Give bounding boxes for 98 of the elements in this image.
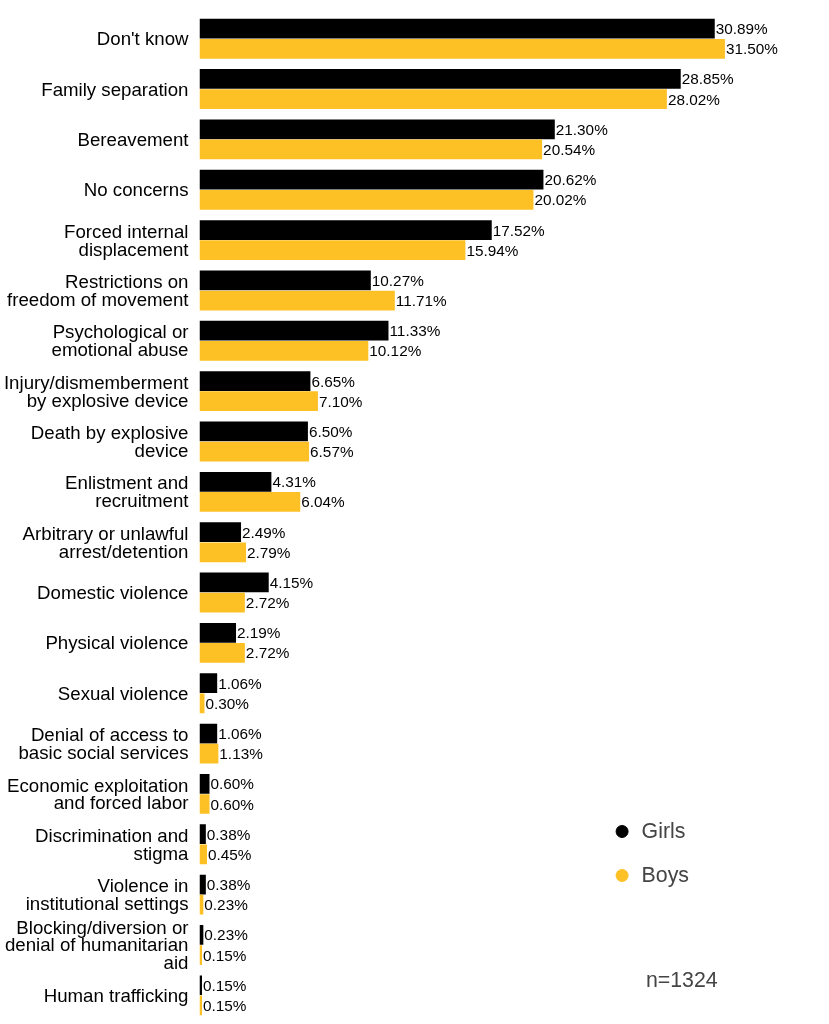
data-label: 0.38% <box>206 876 251 894</box>
annotation: n=1324 <box>645 968 718 993</box>
data-label: 0.60% <box>210 775 255 793</box>
data-label: 0.30% <box>205 694 250 712</box>
data-label: 6.50% <box>308 422 353 440</box>
y-tick-label: Enlistment and recruitment <box>65 472 190 512</box>
bar <box>199 844 208 865</box>
y-tick-label: Don't know <box>96 28 190 50</box>
bar <box>199 874 206 895</box>
data-label: 1.13% <box>219 745 264 763</box>
y-tick-label: Domestic violence <box>37 582 189 604</box>
data-label: 10.12% <box>369 342 422 360</box>
bar <box>199 794 210 814</box>
bar <box>199 119 555 140</box>
data-label: 6.65% <box>311 372 356 390</box>
bar <box>199 673 218 694</box>
bar <box>199 643 245 663</box>
bar <box>199 341 369 361</box>
bar <box>199 18 715 39</box>
y-tick-label: Restrictions on freedom of movement <box>7 271 190 310</box>
data-label: 4.15% <box>269 573 314 591</box>
legend-label: Girls <box>641 818 686 844</box>
y-tick-label: Death by explosive device <box>30 422 189 461</box>
y-tick-label: Human trafficking <box>43 984 189 1006</box>
bar <box>199 290 395 311</box>
y-tick-label: No concerns <box>83 179 189 201</box>
bar <box>199 169 544 190</box>
data-label: 30.89% <box>715 20 769 38</box>
bar <box>199 391 318 412</box>
bar <box>199 240 466 261</box>
y-tick-label: Psychological or emotional abuse <box>51 321 189 361</box>
bar <box>199 622 237 643</box>
bar <box>199 522 242 542</box>
bar <box>199 471 272 492</box>
data-label: 2.72% <box>245 644 290 662</box>
bar <box>199 542 247 563</box>
y-tick-label: Denial of access to basic social services <box>18 724 189 764</box>
y-tick-label: Discrimination and stigma <box>35 824 190 864</box>
data-label: 0.38% <box>206 825 251 843</box>
y-tick-label: Forced internal displacement <box>64 220 190 260</box>
y-tick-label: Blocking/diversion or denial of humanitarian aid <box>4 916 189 974</box>
bar <box>199 693 205 714</box>
data-label: 1.06% <box>218 674 263 692</box>
bar <box>199 572 269 593</box>
y-tick-label: Arbitrary or unlawful arrest/detention <box>22 522 189 562</box>
bar <box>199 89 667 109</box>
data-label: 0.15% <box>203 976 247 994</box>
bar <box>199 189 534 210</box>
data-label: 20.02% <box>534 191 587 209</box>
data-label: 2.72% <box>245 594 290 612</box>
data-label: 4.31% <box>272 473 317 491</box>
data-label: 0.15% <box>203 946 247 964</box>
bar <box>199 824 206 845</box>
data-label: 7.10% <box>318 392 363 410</box>
data-label: 31.50% <box>725 40 779 58</box>
data-label: 15.94% <box>466 241 519 259</box>
data-label: 21.30% <box>555 120 609 138</box>
data-label: 28.02% <box>667 90 721 108</box>
y-tick-label: Bereavement <box>77 128 190 150</box>
bar <box>199 320 389 341</box>
data-label: 11.33% <box>389 322 441 340</box>
bar <box>199 441 310 462</box>
bar <box>199 773 210 794</box>
bar <box>199 270 371 291</box>
bar <box>199 38 725 59</box>
data-label: 0.23% <box>204 926 249 944</box>
y-tick-label: Sexual violence <box>57 682 189 704</box>
data-label: 0.60% <box>210 795 255 813</box>
data-label: 2.49% <box>242 523 286 541</box>
y-tick-label: Physical violence <box>45 632 189 654</box>
y-tick-label: Violence in institutional settings <box>25 875 189 915</box>
data-label: 28.85% <box>681 70 735 88</box>
bar <box>199 592 245 613</box>
data-label: 0.45% <box>208 845 252 863</box>
data-label: 11.71% <box>395 292 448 310</box>
data-label: 6.04% <box>301 493 346 511</box>
data-label: 20.54% <box>543 140 596 158</box>
data-label: 6.57% <box>310 443 354 461</box>
data-label: 2.79% <box>247 543 291 561</box>
y-tick-label: Family separation <box>41 78 189 100</box>
legend-label: Boys <box>641 862 689 888</box>
bar <box>199 743 219 764</box>
bar <box>199 371 311 391</box>
bar <box>199 723 218 744</box>
data-label: 10.27% <box>371 271 425 289</box>
data-label: 0.15% <box>203 996 247 1014</box>
bar <box>199 69 681 89</box>
y-tick-label: Injury/dismemberment by explosive device <box>3 371 190 411</box>
data-label: 0.23% <box>204 896 249 914</box>
bar <box>199 220 492 240</box>
data-label: 20.62% <box>544 171 597 189</box>
y-tick-label: Economic exploitation and forced labor <box>7 774 189 814</box>
data-label: 1.06% <box>218 725 263 743</box>
bar <box>199 139 543 160</box>
bar <box>199 421 308 442</box>
data-label: 17.52% <box>492 221 546 239</box>
bar <box>199 492 301 512</box>
data-label: 2.19% <box>237 624 281 642</box>
